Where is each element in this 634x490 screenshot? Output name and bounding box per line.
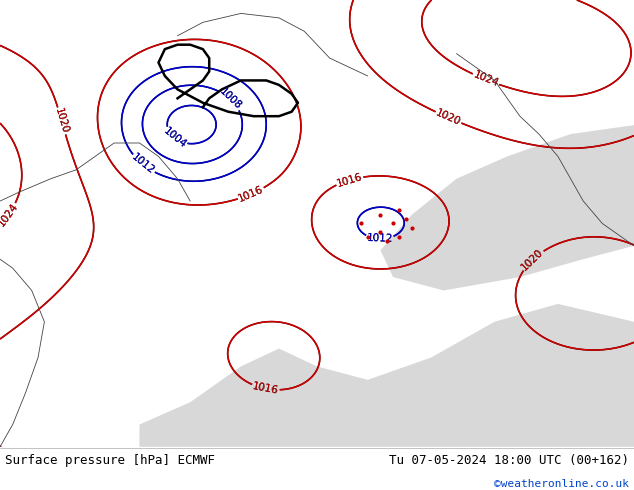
Text: 1016: 1016 [237,184,265,204]
Text: 1020: 1020 [520,247,545,272]
Polygon shape [380,125,634,291]
Text: 1008: 1008 [217,87,243,112]
Text: 1016: 1016 [252,381,280,396]
Text: 1020: 1020 [53,107,70,135]
Text: 1024: 1024 [472,70,500,89]
Text: 1012: 1012 [129,152,157,176]
Text: 1012: 1012 [129,152,157,176]
Text: 1008: 1008 [217,87,243,112]
Text: Surface pressure [hPa] ECMWF: Surface pressure [hPa] ECMWF [5,454,215,467]
Text: 1020: 1020 [434,108,462,127]
Text: 1016: 1016 [237,184,265,204]
Text: 1004: 1004 [162,126,188,150]
Text: 1012: 1012 [366,233,393,244]
Text: 1020: 1020 [434,108,462,127]
Text: 1016: 1016 [335,172,364,189]
Polygon shape [139,304,634,447]
Text: 1024: 1024 [0,201,20,229]
Text: 1016: 1016 [335,172,364,189]
Text: 1024: 1024 [472,70,500,89]
Text: ©weatheronline.co.uk: ©weatheronline.co.uk [494,479,629,489]
Text: 1024: 1024 [0,201,20,229]
Text: 1020: 1020 [53,107,70,135]
Text: 1016: 1016 [252,381,280,396]
Text: 1012: 1012 [366,233,393,244]
Text: Tu 07-05-2024 18:00 UTC (00+162): Tu 07-05-2024 18:00 UTC (00+162) [389,454,629,467]
Text: 1004: 1004 [162,126,188,150]
Text: 1020: 1020 [520,247,545,272]
